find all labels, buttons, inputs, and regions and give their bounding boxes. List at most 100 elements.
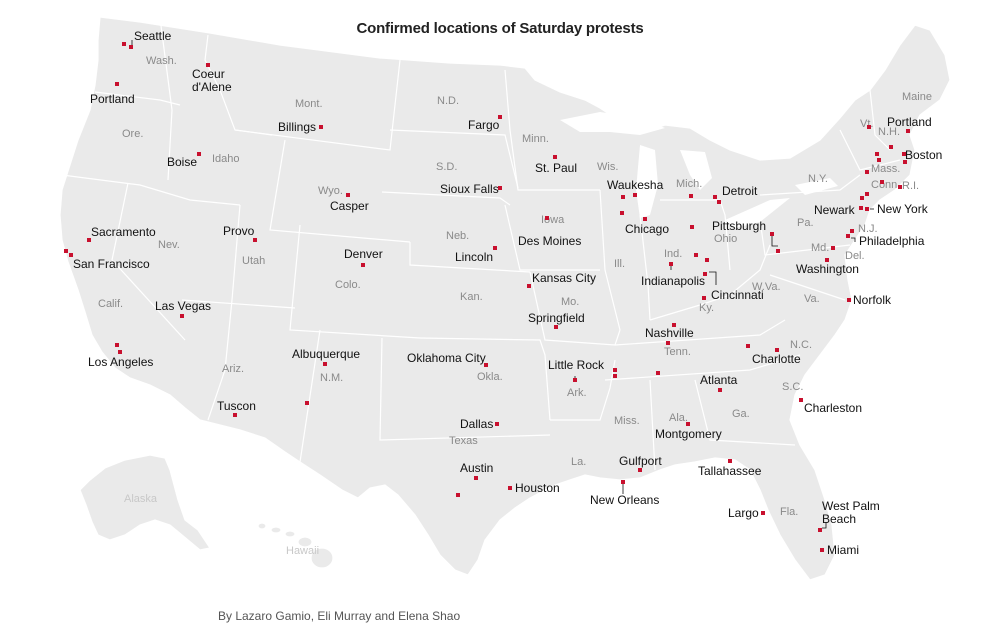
protest-dot bbox=[889, 145, 893, 149]
state-label: Minn. bbox=[522, 133, 549, 145]
state-label: Fla. bbox=[780, 506, 798, 518]
protest-dot bbox=[775, 348, 779, 352]
city-label: Philadelphia bbox=[859, 234, 925, 248]
state-label: Ore. bbox=[122, 128, 143, 140]
state-label: Ind. bbox=[664, 248, 682, 260]
leader-line bbox=[771, 236, 778, 247]
city-label: Boise bbox=[167, 155, 197, 169]
protest-dot bbox=[818, 528, 822, 532]
protest-dot bbox=[508, 486, 512, 490]
state-label: N.Y. bbox=[808, 173, 828, 185]
state-label: N.M. bbox=[320, 372, 343, 384]
map-title: Confirmed locations of Saturday protests bbox=[356, 20, 644, 37]
protest-dot bbox=[702, 296, 706, 300]
protest-dot bbox=[799, 398, 803, 402]
state-label: Wash. bbox=[146, 55, 177, 67]
state-label: Ark. bbox=[567, 387, 587, 399]
state-label: Mich. bbox=[676, 178, 702, 190]
state-label: Ala. bbox=[669, 412, 688, 424]
state-label: R.I. bbox=[902, 180, 919, 192]
city-label: Seattle bbox=[134, 29, 172, 43]
protest-dot bbox=[361, 263, 365, 267]
protest-dot bbox=[64, 249, 68, 253]
city-label: Provo bbox=[223, 224, 255, 238]
state-label: Okla. bbox=[477, 371, 503, 383]
state-label: W.Va. bbox=[752, 281, 781, 293]
city-label: West Palm Beach bbox=[822, 499, 880, 526]
city-label: Cincinnati bbox=[711, 288, 764, 302]
protest-dot bbox=[846, 234, 850, 238]
city-labels: Seattle Coeur d'Alene Portland Billings B… bbox=[73, 29, 942, 557]
city-label: Waukesha bbox=[607, 178, 664, 192]
protest-dot bbox=[498, 115, 502, 119]
state-label: Wyo. bbox=[318, 185, 343, 197]
protest-dot bbox=[129, 45, 133, 49]
protest-dot bbox=[703, 272, 707, 276]
state-label: Mass. bbox=[871, 163, 900, 175]
state-label: Calif. bbox=[98, 298, 123, 310]
state-label: S.D. bbox=[436, 161, 457, 173]
city-label: New York bbox=[877, 202, 929, 216]
protest-dot bbox=[643, 217, 647, 221]
protest-dot bbox=[898, 185, 902, 189]
protest-dot bbox=[495, 422, 499, 426]
protest-dot bbox=[553, 155, 557, 159]
city-label: Tuscon bbox=[217, 399, 256, 413]
city-label: Gulfport bbox=[619, 454, 662, 468]
protest-dot bbox=[554, 325, 558, 329]
protest-dot bbox=[613, 368, 617, 372]
protest-dot bbox=[831, 246, 835, 250]
hawaii bbox=[257, 522, 334, 569]
protest-dot bbox=[865, 170, 869, 174]
state-label: Hawaii bbox=[286, 545, 319, 557]
state-label: Colo. bbox=[335, 279, 361, 291]
city-label: Sacramento bbox=[91, 225, 156, 239]
leader-line bbox=[851, 237, 856, 242]
state-label: Alaska bbox=[124, 493, 158, 505]
protest-dot bbox=[621, 480, 625, 484]
city-label: Dallas bbox=[460, 417, 493, 431]
city-label: Fargo bbox=[468, 118, 500, 132]
protest-dot bbox=[118, 350, 122, 354]
state-label: Miss. bbox=[614, 415, 640, 427]
state-label: Ohio bbox=[714, 233, 737, 245]
lake-michigan bbox=[636, 145, 658, 218]
city-label: Detroit bbox=[722, 184, 758, 198]
city-label: Lincoln bbox=[455, 250, 493, 264]
protest-dot bbox=[498, 186, 502, 190]
protest-dot bbox=[621, 195, 625, 199]
lake-ontario bbox=[795, 178, 838, 195]
state-label: Md. bbox=[811, 242, 829, 254]
state-label: N.C. bbox=[790, 339, 812, 351]
protest-dot bbox=[456, 493, 460, 497]
byline: By Lazaro Gamio, Eli Murray and Elena Sh… bbox=[218, 609, 461, 623]
city-label: Oklahoma City bbox=[407, 351, 486, 365]
protest-dot bbox=[694, 253, 698, 257]
protest-dot bbox=[880, 180, 884, 184]
protest-dot bbox=[233, 413, 237, 417]
protest-dot bbox=[850, 229, 854, 233]
protest-dot bbox=[847, 298, 851, 302]
state-label: Va. bbox=[804, 293, 820, 305]
city-label: Washington bbox=[796, 262, 859, 276]
state-label: Del. bbox=[845, 250, 865, 262]
protest-dot bbox=[689, 194, 693, 198]
protest-dot bbox=[323, 362, 327, 366]
protest-dot bbox=[718, 388, 722, 392]
protest-dot bbox=[746, 344, 750, 348]
city-label: Newark bbox=[814, 203, 856, 217]
state-label: Neb. bbox=[446, 230, 469, 242]
state-label: Iowa bbox=[541, 214, 565, 226]
city-label: Kansas City bbox=[532, 271, 596, 285]
city-label: St. Paul bbox=[535, 161, 577, 175]
city-label: Indianapolis bbox=[641, 274, 705, 288]
city-label: Atlanta bbox=[700, 373, 738, 387]
protest-dot bbox=[865, 207, 869, 211]
protest-dot bbox=[633, 193, 637, 197]
state-label: Ill. bbox=[614, 258, 625, 270]
protest-dots bbox=[64, 42, 910, 552]
city-label: Casper bbox=[330, 199, 369, 213]
protest-dot bbox=[115, 82, 119, 86]
protest-dot bbox=[206, 63, 210, 67]
